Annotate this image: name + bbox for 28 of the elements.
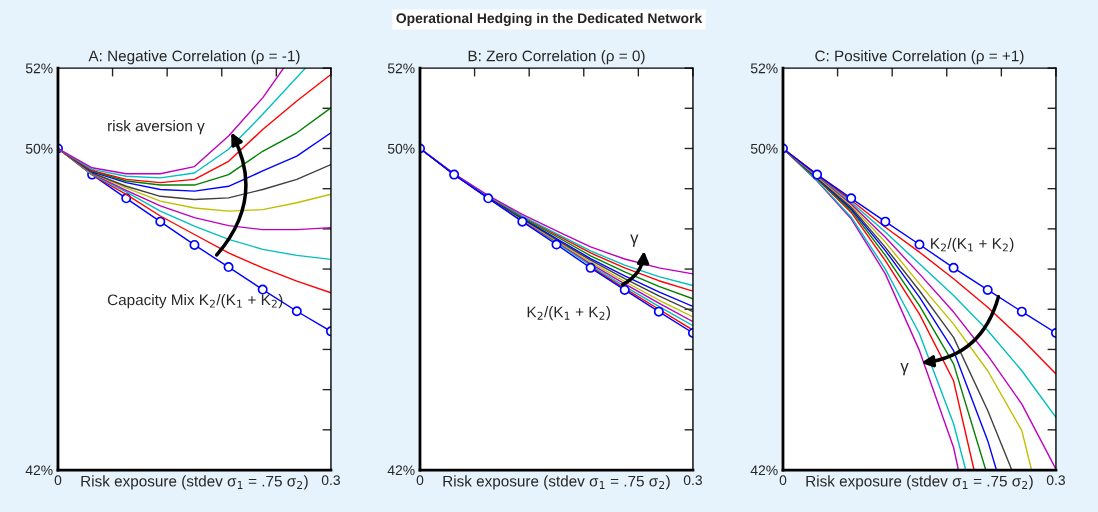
x-tick-label: 0.3 xyxy=(321,475,340,486)
y-tick-label: 42% xyxy=(387,465,415,476)
annotation: risk aversion γ xyxy=(108,120,205,135)
x-tick-label: 0 xyxy=(54,475,62,486)
y-tick-label: 42% xyxy=(750,465,778,476)
x-axis-title: Risk exposure (stdev σ$_{1}$ = .75 σ$_{2}$) xyxy=(806,475,1033,490)
series-label: Capacity Mix K$_{2}$/(K$_{1}$ + K$_{2}$) xyxy=(107,294,283,309)
y-tick-label: 50% xyxy=(387,143,415,154)
annotation: γ xyxy=(630,234,639,247)
y-tick-label: 50% xyxy=(750,143,778,154)
chart-subtitle: A: Negative Correlation (ρ = -1) xyxy=(88,50,300,65)
text: Operational Hedging in the Dedicated Network xyxy=(396,12,703,26)
x-tick-label: 0 xyxy=(416,475,424,486)
y-tick-label: 52% xyxy=(387,63,415,74)
chart-subtitle: B: Zero Correlation (ρ = 0) xyxy=(468,50,645,65)
x-tick-label: 0.3 xyxy=(1046,475,1065,486)
series-label: K$_{2}$/(K$_{1}$ + K$_{2}$) xyxy=(931,237,1014,252)
series-label: K$_{2}$/(K$_{1}$ + K$_{2}$) xyxy=(527,306,610,321)
annotation: γ xyxy=(900,363,909,376)
x-tick-label: 0 xyxy=(779,475,787,486)
chart-subtitle: C: Positive Correlation (ρ = +1) xyxy=(815,50,1024,65)
y-tick-label: 42% xyxy=(25,465,53,476)
x-tick-label: 0.3 xyxy=(683,475,702,486)
y-tick-label: 52% xyxy=(750,63,778,74)
x-axis-title: Risk exposure (stdev σ$_{1}$ = .75 σ$_{2}$) xyxy=(443,475,670,490)
y-tick-label: 50% xyxy=(25,143,53,154)
y-tick-label: 52% xyxy=(25,63,53,74)
x-axis-title: Risk exposure (stdev σ$_{1}$ = .75 σ$_{2}$) xyxy=(81,475,308,490)
